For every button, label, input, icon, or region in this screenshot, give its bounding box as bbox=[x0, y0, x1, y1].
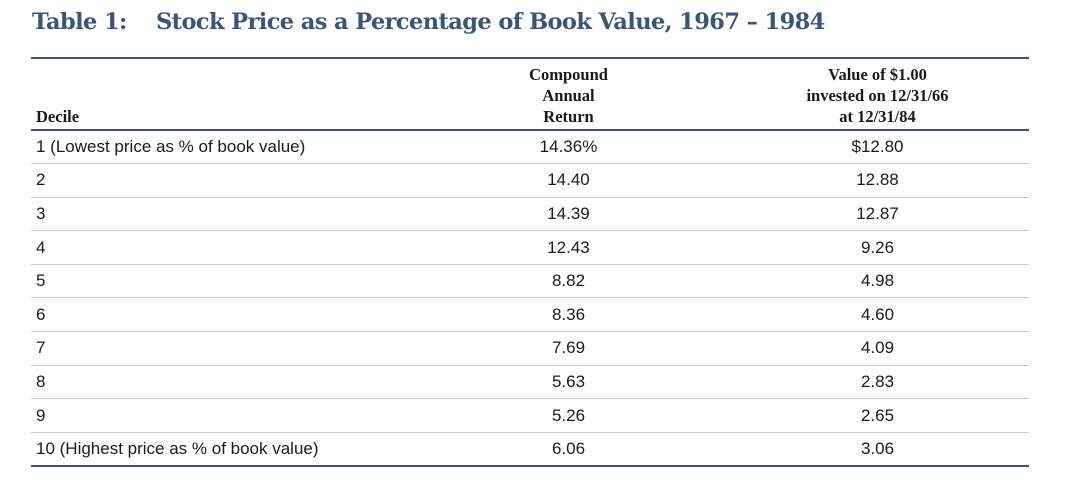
header-return-line: Compound bbox=[529, 65, 608, 84]
header-return-line: Return bbox=[543, 107, 594, 126]
value-cell: 12.87 bbox=[856, 203, 899, 223]
table-row: 3 14.39 12.87 bbox=[31, 197, 1029, 231]
value-cell: 2.65 bbox=[860, 405, 895, 425]
table-row: 6 8.36 4.60 bbox=[31, 298, 1029, 332]
table-title-text: Stock Price as a Percentage of Book Valu… bbox=[156, 9, 825, 35]
header-value-line: Value of $1.00 bbox=[828, 65, 927, 84]
return-cell: 8.36 bbox=[551, 304, 586, 324]
header-decile: Decile bbox=[36, 107, 80, 126]
header-value-of-dollar: Value of $1.00 invested on 12/31/66 at 1… bbox=[726, 58, 1029, 130]
table-row: 2 14.40 12.88 bbox=[31, 164, 1029, 198]
decile-cell: 8 bbox=[36, 371, 46, 391]
return-cell: 5.63 bbox=[551, 371, 586, 391]
return-cell: 14.39 bbox=[547, 203, 590, 223]
value-cell: 12.88 bbox=[856, 170, 899, 190]
table-row: 7 7.69 4.09 bbox=[31, 332, 1029, 366]
table-header: Decile Compound Annual Return Value of $… bbox=[31, 58, 1029, 130]
table-body: 1 (Lowest price as % of book value) 14.3… bbox=[31, 130, 1029, 466]
table-row: 8 5.63 2.83 bbox=[31, 365, 1029, 399]
value-cell: 2.83 bbox=[860, 371, 895, 391]
decile-cell: 4 bbox=[36, 237, 46, 257]
header-row: Decile Compound Annual Return Value of $… bbox=[31, 58, 1029, 130]
table-row: 1 (Lowest price as % of book value) 14.3… bbox=[31, 130, 1029, 164]
table-row: 9 5.26 2.65 bbox=[31, 399, 1029, 433]
decile-table: Decile Compound Annual Return Value of $… bbox=[31, 57, 1029, 467]
decile-cell: 6 bbox=[36, 304, 46, 324]
header-compound-annual-return: Compound Annual Return bbox=[411, 58, 726, 130]
data-table-container: Decile Compound Annual Return Value of $… bbox=[31, 57, 1029, 467]
table-row: 5 8.82 4.98 bbox=[31, 264, 1029, 298]
header-value-line: invested on 12/31/66 bbox=[806, 86, 949, 105]
return-cell: 8.82 bbox=[551, 271, 586, 291]
header-return-line: Annual bbox=[542, 86, 595, 105]
decile-cell: 2 bbox=[36, 170, 46, 190]
return-cell: 7.69 bbox=[551, 338, 586, 358]
value-cell: 4.60 bbox=[860, 304, 895, 324]
return-cell: 14.40 bbox=[547, 170, 590, 190]
decile-cell: 1 (Lowest price as % of book value) bbox=[36, 137, 306, 157]
value-cell: 4.09 bbox=[860, 338, 895, 358]
value-cell: 4.98 bbox=[860, 271, 895, 291]
value-cell: $12.80 bbox=[851, 137, 904, 157]
decile-cell: 10 (Highest price as % of book value) bbox=[36, 438, 319, 458]
table-number-label: Table 1: bbox=[32, 9, 127, 35]
table-title: Table 1: Stock Price as a Percentage of B… bbox=[32, 9, 825, 35]
value-cell: 3.06 bbox=[860, 438, 895, 458]
return-cell: 12.43 bbox=[547, 237, 590, 257]
decile-cell: 9 bbox=[36, 405, 46, 425]
header-value-line: at 12/31/84 bbox=[839, 107, 916, 126]
return-cell: 6.06 bbox=[551, 438, 586, 458]
value-cell: 9.26 bbox=[860, 237, 895, 257]
decile-cell: 3 bbox=[36, 203, 46, 223]
decile-cell: 5 bbox=[36, 271, 46, 291]
table-row: 10 (Highest price as % of book value) 6.… bbox=[31, 432, 1029, 466]
decile-cell: 7 bbox=[36, 338, 46, 358]
return-cell: 5.26 bbox=[551, 405, 586, 425]
table-row: 4 12.43 9.26 bbox=[31, 231, 1029, 265]
return-cell: 14.36% bbox=[539, 137, 598, 157]
